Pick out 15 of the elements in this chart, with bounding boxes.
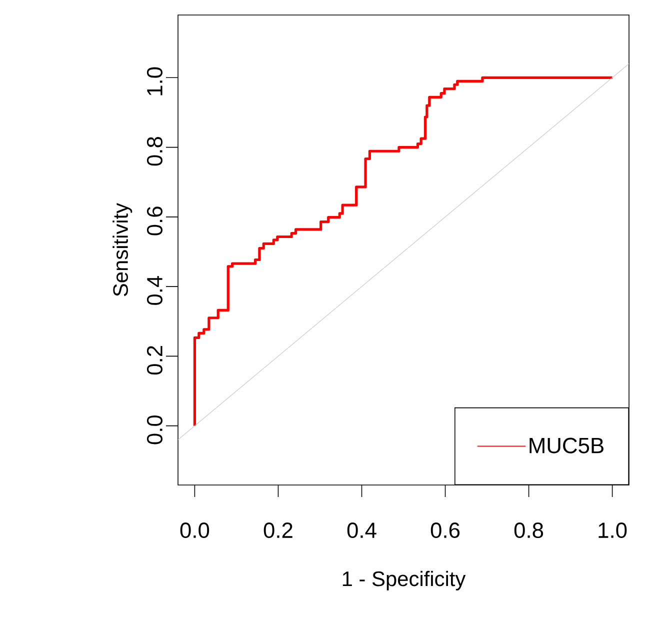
y-tick-label: 1.0 [146, 67, 162, 96]
y-axis-title: Sensitivity [112, 202, 132, 296]
y-tick-label: 0.0 [146, 415, 162, 444]
legend-label: MUC5B [530, 438, 604, 454]
x-tick-label: 0.4 [347, 522, 376, 538]
y-tick-label: 0.6 [146, 206, 162, 236]
y-tick-label: 0.8 [146, 137, 162, 166]
x-tick-label: 0.8 [514, 522, 544, 538]
x-tick-label: 0.0 [180, 522, 210, 538]
y-tick-label: 0.4 [146, 276, 162, 305]
x-tick-label: 1.0 [598, 522, 627, 538]
y-tick-label: 0.2 [146, 346, 162, 375]
x-axis-title: 1 - Specificity [342, 570, 466, 590]
x-tick-label: 0.2 [264, 522, 292, 538]
x-tick-label: 0.6 [430, 522, 460, 538]
